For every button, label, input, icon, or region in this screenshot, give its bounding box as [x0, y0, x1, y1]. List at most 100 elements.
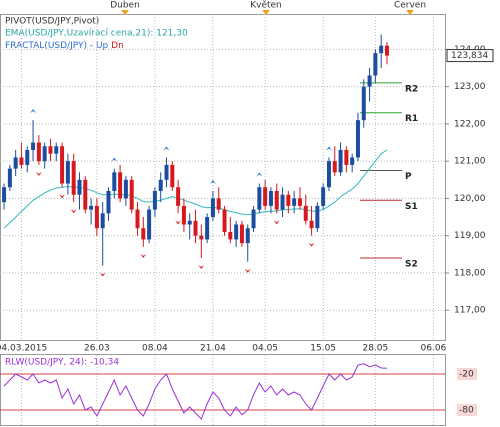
candle-body	[274, 190, 279, 210]
fractal-down	[99, 272, 106, 277]
y-tick-label: 118,00	[454, 268, 486, 278]
candle-body	[234, 224, 239, 240]
period-marker	[262, 10, 270, 15]
candle-body	[309, 220, 314, 229]
candle-body	[164, 164, 169, 180]
candle-body	[222, 209, 227, 232]
y-tick-label: 120,00	[454, 194, 486, 204]
fractal-up	[30, 109, 37, 114]
x-tick-label: 28.05	[362, 344, 388, 354]
candle-body	[367, 75, 372, 87]
y-tick-label: 119,00	[454, 231, 486, 241]
y-tick-label: 117,00	[454, 306, 486, 316]
candle-body	[112, 172, 117, 191]
chart-title: PIVOT(USD/JPY,Pivot)	[5, 17, 99, 27]
pivot-label: P	[405, 172, 412, 182]
fractal-name: FRACTAL(USD/JPY) -	[5, 41, 93, 51]
candle-body	[350, 157, 355, 165]
period-marker-label: Květen	[250, 1, 282, 11]
pivot-label: S2	[405, 260, 418, 270]
candle-body	[297, 198, 302, 206]
candle-body	[280, 194, 285, 210]
candle-body	[257, 187, 262, 210]
fractal-up	[209, 179, 216, 184]
candle-body	[181, 205, 186, 225]
oscillator-tick-box	[457, 368, 477, 380]
fractal-up	[163, 146, 170, 151]
candle-body	[338, 149, 343, 173]
fractal-down	[140, 253, 147, 258]
fractal-down	[59, 194, 66, 199]
x-tick-label: 15.05	[310, 344, 336, 354]
fractal-up-legend: Up	[96, 41, 109, 51]
oscillator-tick-label: -80	[459, 406, 474, 416]
candle-body	[65, 161, 70, 184]
candle-body	[344, 149, 349, 165]
candle-body	[251, 209, 256, 229]
oscillator-line	[3, 363, 388, 420]
candle-body	[268, 190, 273, 206]
oscillator-legend: RLW(USD/JPY, 24): -10,34	[5, 358, 119, 368]
candle-body	[100, 213, 105, 229]
x-tick-label: 04.05	[252, 344, 278, 354]
pivot-label: R2	[405, 84, 418, 94]
price-panel	[0, 14, 446, 341]
period-marker-label: Červen	[394, 0, 426, 11]
candle-body	[170, 164, 175, 188]
fractal-down	[175, 220, 182, 225]
candle-body	[321, 187, 326, 206]
pivot-label: R1	[405, 114, 418, 124]
candle-body	[216, 198, 221, 210]
candle-body	[292, 198, 297, 206]
pivot-label: S1	[405, 202, 418, 212]
candle-body	[332, 161, 337, 173]
candle-body	[71, 161, 76, 195]
candle-body	[384, 45, 389, 56]
candle-body	[77, 179, 82, 195]
candle-body	[210, 198, 215, 218]
candle-body	[36, 142, 41, 162]
x-tick-label: 04.03.2015	[0, 344, 47, 354]
candle-body	[176, 187, 181, 206]
fractal-down-legend: Dn	[111, 41, 124, 51]
candle-body	[373, 53, 378, 76]
oscillator-panel	[0, 354, 446, 426]
candle-body	[25, 149, 30, 165]
y-tick-label: 123,00	[454, 82, 486, 92]
period-marker	[121, 10, 129, 15]
candle-body	[94, 205, 99, 229]
candle-body	[199, 235, 204, 240]
candle-body	[193, 220, 198, 236]
candle-body	[60, 146, 65, 184]
candle-body	[263, 187, 268, 206]
candle-body	[89, 205, 94, 210]
candle-body	[326, 161, 331, 188]
fractal-up	[325, 146, 332, 151]
x-tick-label: 21.04	[200, 344, 226, 354]
candle-body	[187, 220, 192, 225]
fractal-up	[256, 172, 263, 177]
candle-body	[118, 172, 123, 199]
candle-body	[303, 205, 308, 221]
candle-body	[158, 179, 163, 191]
candle-body	[106, 190, 111, 214]
candle-body	[147, 209, 152, 240]
y-tick-label: 121,00	[454, 157, 486, 167]
x-tick-label: 26.03	[84, 344, 110, 354]
candle-body	[7, 168, 12, 188]
fractal-legend: FRACTAL(USD/JPY) - Up Dn	[5, 41, 124, 51]
period-marker	[406, 10, 414, 15]
candle-body	[135, 209, 140, 229]
candle-body	[245, 228, 250, 244]
fractal-down	[244, 268, 251, 273]
x-tick-label: 08.04	[142, 344, 168, 354]
last-price-box	[446, 49, 494, 63]
fractal-down	[308, 242, 315, 247]
candle-body	[13, 157, 18, 169]
period-marker-label: Duben	[110, 1, 140, 11]
last-price-label: 123,834	[451, 51, 488, 61]
candle-body	[129, 179, 134, 210]
y-tick-label: 122,00	[454, 119, 486, 129]
